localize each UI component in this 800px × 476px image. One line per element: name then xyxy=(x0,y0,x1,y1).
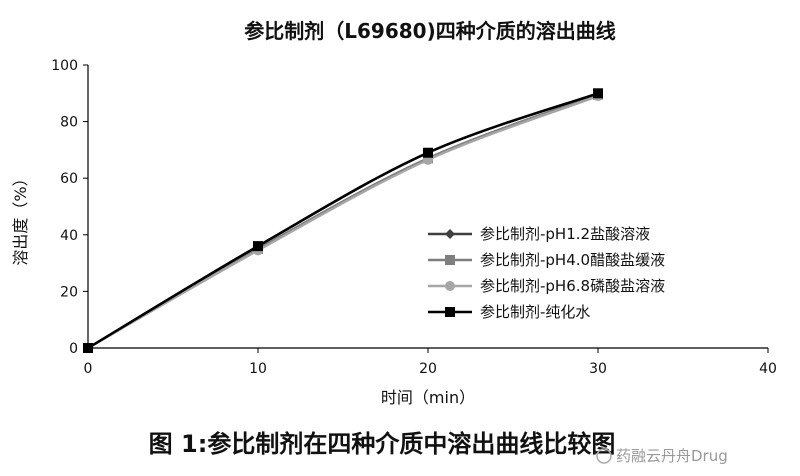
legend-entry: 参比制剂-pH4.0醋酸盐缓液 xyxy=(428,251,665,269)
x-tick-label: 20 xyxy=(419,361,437,377)
figure-caption: 图 1:参比制剂在四种介质中溶出曲线比较图 xyxy=(149,430,616,458)
legend-label: 参比制剂-pH1.2盐酸溶液 xyxy=(480,225,650,243)
y-tick-label: 100 xyxy=(51,58,78,74)
legend-entry: 参比制剂-pH6.8磷酸盐溶液 xyxy=(428,277,665,295)
x-tick-label: 0 xyxy=(84,361,93,377)
y-tick-label: 0 xyxy=(69,341,78,357)
legend-marker xyxy=(445,307,455,317)
series-4 xyxy=(83,88,603,353)
y-tick-label: 20 xyxy=(60,284,78,300)
watermark-logo-icon xyxy=(596,448,612,464)
data-point xyxy=(83,343,93,353)
x-axis-label: 时间（min） xyxy=(381,388,475,407)
y-tick-label: 40 xyxy=(60,228,78,244)
y-tick-label: 80 xyxy=(60,115,78,131)
x-tick-label: 10 xyxy=(249,361,267,377)
legend-label: 参比制剂-纯化水 xyxy=(480,303,590,321)
x-tick-label: 40 xyxy=(759,361,777,377)
chart-title: 参比制剂（L69680)四种介质的溶出曲线 xyxy=(244,19,615,43)
legend-marker xyxy=(445,281,455,291)
y-tick-label: 60 xyxy=(60,171,78,187)
legend-marker xyxy=(445,255,455,265)
series-layer xyxy=(83,88,603,353)
watermark: 药融云丹舟Drug xyxy=(596,447,728,465)
legend-label: 参比制剂-pH6.8磷酸盐溶液 xyxy=(480,277,665,295)
legend-entry: 参比制剂-纯化水 xyxy=(428,303,590,321)
y-axis-label: 溶出度（%） xyxy=(11,170,30,265)
series-line xyxy=(87,92,599,350)
watermark-text: 药融云丹舟Drug xyxy=(616,447,728,465)
legend-entry: 参比制剂-pH1.2盐酸溶液 xyxy=(428,225,650,243)
data-point xyxy=(593,88,603,99)
x-tick-label: 30 xyxy=(589,361,607,377)
legend-label: 参比制剂-pH4.0醋酸盐缓液 xyxy=(480,251,665,269)
series-line xyxy=(87,95,599,350)
data-point xyxy=(253,241,263,252)
axes: 0 20 40 60 80 100 0 10 20 30 40 xyxy=(51,58,777,377)
data-point xyxy=(423,147,433,158)
legend-marker xyxy=(445,229,455,239)
legend: 参比制剂-pH1.2盐酸溶液参比制剂-pH4.0醋酸盐缓液参比制剂-pH6.8磷… xyxy=(428,225,665,321)
